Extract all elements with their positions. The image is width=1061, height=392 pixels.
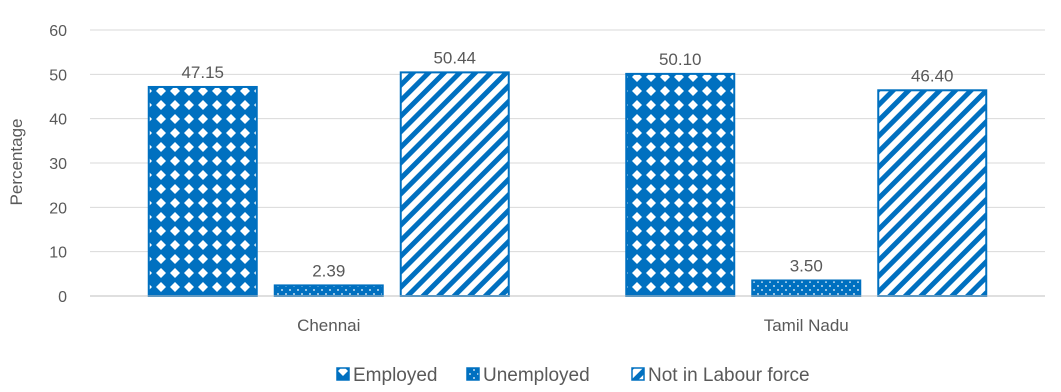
category-label: Tamil Nadu: [764, 316, 849, 335]
legend-label: Unemployed: [483, 365, 590, 386]
y-tick-label: 50: [49, 67, 67, 84]
data-label: 50.44: [433, 48, 476, 67]
category-label: Chennai: [297, 316, 360, 335]
bar-not-in-labour-force-chennai: [399, 71, 510, 298]
bars: [147, 71, 988, 298]
legend-label: Employed: [353, 365, 438, 386]
y-tick-label: 60: [49, 23, 67, 40]
y-axis-title: Percentage: [7, 119, 26, 206]
bar-employed-chennai: [147, 85, 258, 297]
data-label: 2.39: [312, 261, 345, 280]
y-tick-label: 30: [49, 156, 67, 173]
legend-swatch-not-in-labour-force: [631, 367, 645, 381]
y-tick-label: 0: [58, 289, 67, 306]
legend: Employed Unemployed Not in Labour force: [336, 365, 810, 386]
data-labels: 47.15 2.39 50.44 50.10 3.50 46.40: [181, 48, 953, 280]
data-label: 46.40: [911, 66, 954, 85]
bar-unemployed-tamil-nadu: [751, 279, 862, 298]
data-label: 3.50: [790, 256, 823, 275]
category-labels: Chennai Tamil Nadu: [297, 316, 849, 335]
legend-swatch-employed: [336, 367, 350, 381]
data-label: 50.10: [659, 50, 702, 69]
bar-unemployed-chennai: [273, 284, 384, 297]
y-tick-labels: 0 10 20 30 40 50 60: [49, 23, 67, 306]
bar-employed-tamil-nadu: [625, 72, 736, 297]
legend-swatch-unemployed: [466, 367, 480, 381]
y-tick-label: 10: [49, 245, 67, 262]
y-tick-label: 20: [49, 200, 67, 217]
data-label: 47.15: [181, 63, 224, 82]
legend-label: Not in Labour force: [648, 365, 810, 386]
bar-not-in-labour-force-tamil-nadu: [877, 89, 988, 297]
y-tick-label: 40: [49, 112, 67, 129]
